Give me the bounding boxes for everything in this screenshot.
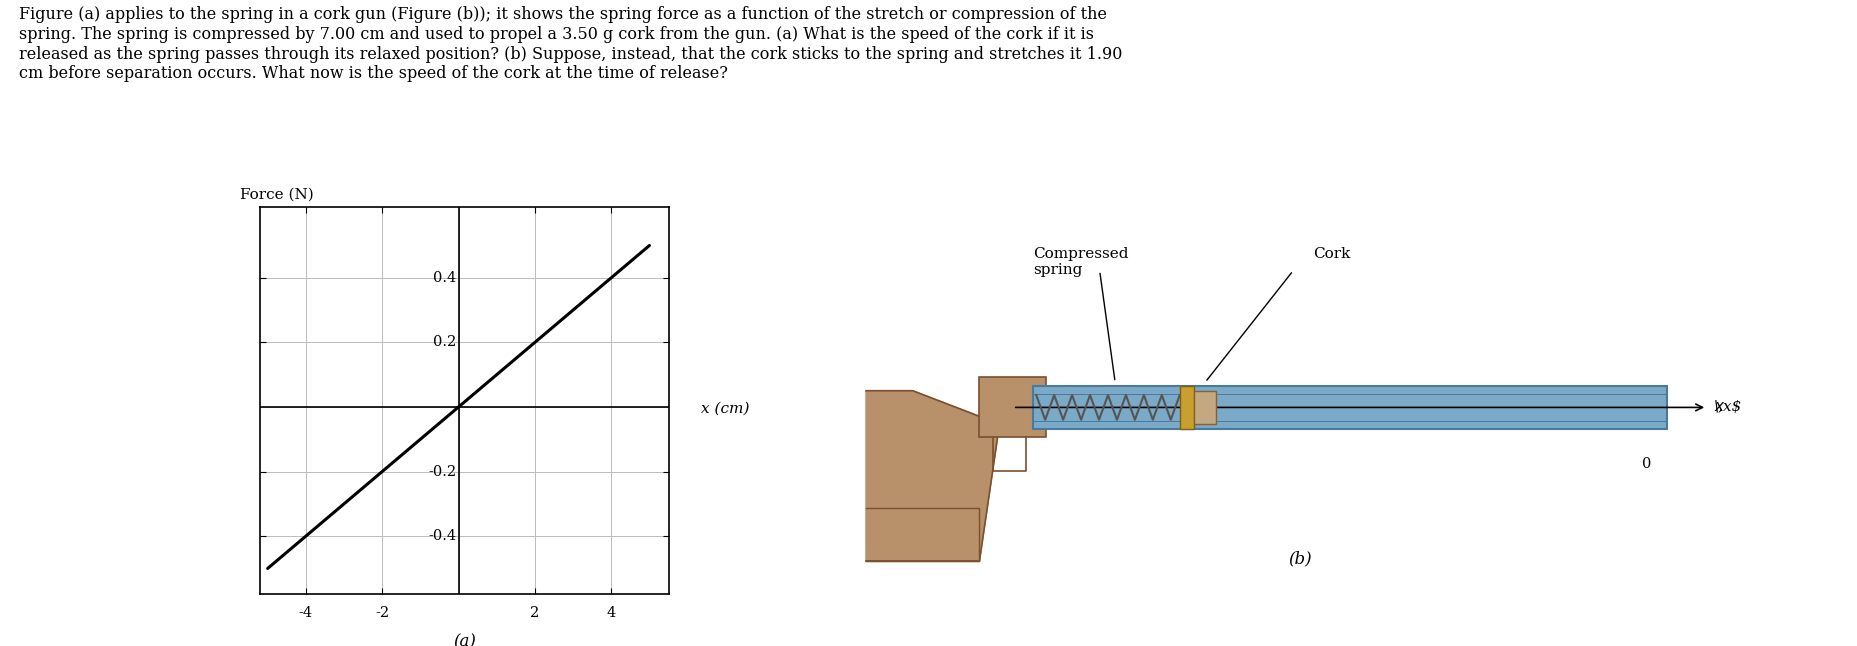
Text: x (cm): x (cm) [702,402,750,416]
Text: -2: -2 [375,606,390,620]
Text: 0.4: 0.4 [433,271,457,285]
Text: $x$: $x$ [1714,401,1725,415]
Polygon shape [865,508,979,561]
Bar [979,377,1045,437]
Text: Force (N): Force (N) [240,187,314,202]
Text: -0.4: -0.4 [427,529,457,543]
Text: -4: -4 [299,606,312,620]
Text: -0.2: -0.2 [427,464,457,479]
Text: (a): (a) [453,633,475,646]
Text: 4: 4 [607,606,617,620]
Text: Figure (a) applies to the spring in a cork gun (Figure (b)); it shows the spring: Figure (a) applies to the spring in a co… [19,6,1122,82]
Text: 2: 2 [531,606,540,620]
Bar [1179,386,1194,429]
Text: Cork: Cork [1313,247,1350,261]
Bar [1032,386,1668,429]
Polygon shape [865,391,999,561]
Text: (b): (b) [1289,550,1311,568]
Text: \,x$: \,x$ [1714,401,1742,415]
Text: 0.2: 0.2 [433,335,457,349]
Text: 0: 0 [1642,457,1651,472]
Bar [1194,391,1216,424]
Text: Compressed
spring: Compressed spring [1032,247,1129,277]
